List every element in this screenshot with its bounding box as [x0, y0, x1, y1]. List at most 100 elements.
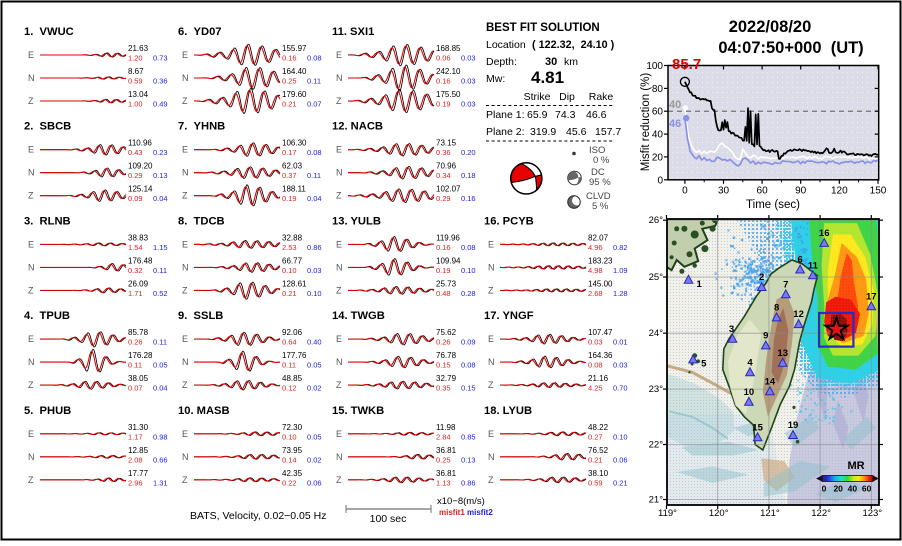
svg-text:0.23: 0.23 [153, 148, 168, 157]
svg-text:176.28: 176.28 [128, 351, 153, 360]
svg-text:0.10: 0.10 [307, 289, 322, 298]
svg-text:42.35: 42.35 [282, 469, 303, 478]
svg-text:misfit2: misfit2 [467, 508, 493, 517]
svg-text:12. NACB: 12. NACB [332, 121, 383, 133]
svg-text:48.22: 48.22 [588, 423, 609, 432]
svg-text:0.11: 0.11 [307, 77, 321, 86]
svg-text:13: 13 [777, 348, 788, 359]
svg-text:Z: Z [182, 475, 188, 485]
svg-text:1: 1 [697, 279, 703, 290]
svg-text:Misfit reduction (%): Misfit reduction (%) [640, 73, 652, 172]
svg-text:0.02: 0.02 [307, 384, 322, 393]
svg-text:107.47: 107.47 [588, 328, 613, 337]
svg-text:Depth:: Depth: [486, 56, 517, 68]
svg-text:13. YULB: 13. YULB [332, 215, 381, 227]
svg-text:76.52: 76.52 [588, 446, 609, 455]
svg-text:0.52: 0.52 [153, 289, 168, 298]
svg-text:0.27: 0.27 [588, 432, 603, 441]
svg-text:48.85: 48.85 [282, 374, 303, 383]
svg-text:6. YD07: 6. YD07 [178, 26, 222, 38]
svg-text:319.9: 319.9 [530, 126, 556, 138]
svg-text:72.30: 72.30 [282, 423, 303, 432]
svg-text:75.62: 75.62 [436, 328, 457, 337]
svg-text:121°: 121° [760, 508, 780, 519]
svg-text:7. YHNB: 7. YHNB [178, 121, 225, 133]
svg-text:N: N [336, 452, 343, 462]
svg-text:15: 15 [752, 422, 763, 433]
svg-text:E: E [182, 50, 188, 60]
svg-text:N: N [336, 168, 343, 178]
svg-text:1.17: 1.17 [128, 432, 143, 441]
svg-text:1.71: 1.71 [128, 289, 143, 298]
svg-text:2.68: 2.68 [588, 289, 603, 298]
svg-text:E: E [28, 334, 34, 344]
svg-text:73.95: 73.95 [282, 446, 303, 455]
svg-text:19: 19 [788, 420, 799, 431]
svg-text:0.11: 0.11 [153, 266, 167, 275]
svg-text:0.48: 0.48 [436, 289, 451, 298]
svg-text:Strike: Strike [524, 91, 551, 103]
svg-text:E: E [182, 145, 188, 155]
svg-text:Z: Z [182, 96, 188, 106]
svg-text:3. RLNB: 3. RLNB [24, 215, 71, 227]
svg-text:1.31: 1.31 [153, 478, 168, 487]
svg-text:Z: Z [182, 285, 188, 295]
svg-text:Z: Z [488, 475, 494, 485]
svg-text:80: 80 [652, 84, 664, 95]
svg-text:0.04: 0.04 [153, 194, 168, 203]
svg-text:0.21: 0.21 [282, 100, 297, 109]
svg-text:176.48: 176.48 [128, 256, 153, 265]
svg-text:179.60: 179.60 [282, 90, 307, 99]
svg-text:0.16: 0.16 [436, 77, 451, 86]
svg-text:109.20: 109.20 [128, 162, 153, 171]
svg-text:0.01: 0.01 [613, 338, 628, 347]
svg-text:4. TPUB: 4. TPUB [24, 310, 70, 322]
svg-text:0.32: 0.32 [128, 266, 143, 275]
svg-text:8. TDCB: 8. TDCB [178, 215, 225, 227]
svg-text:Z: Z [336, 475, 342, 485]
svg-text:0.15: 0.15 [461, 384, 476, 393]
svg-text:BEST FIT SOLUTION: BEST FIT SOLUTION [486, 22, 600, 34]
svg-text:168.85: 168.85 [436, 44, 461, 53]
svg-text:12.85: 12.85 [128, 446, 149, 455]
svg-text:0.21: 0.21 [282, 289, 297, 298]
svg-text:0.17: 0.17 [282, 148, 297, 157]
svg-text:0: 0 [682, 186, 688, 197]
svg-text:106.30: 106.30 [282, 139, 307, 148]
svg-text:N: N [182, 73, 189, 83]
svg-text:0.59: 0.59 [588, 478, 603, 487]
svg-text:N: N [28, 262, 35, 272]
svg-text:0.03: 0.03 [613, 361, 628, 370]
svg-text:17: 17 [866, 291, 877, 302]
svg-text:0.86: 0.86 [307, 243, 322, 252]
svg-text:23°: 23° [649, 384, 664, 395]
svg-text:85.78: 85.78 [128, 328, 149, 337]
svg-text:N: N [488, 357, 495, 367]
svg-text:E: E [336, 145, 342, 155]
svg-text:4.98: 4.98 [588, 266, 603, 275]
svg-text:164.36: 164.36 [588, 351, 613, 360]
svg-text:119.96: 119.96 [436, 233, 460, 242]
svg-text:0.29: 0.29 [436, 194, 451, 203]
svg-text:5. PHUB: 5. PHUB [24, 405, 71, 417]
svg-text:0: 0 [657, 175, 663, 186]
svg-text:6: 6 [797, 255, 802, 266]
svg-text:DC: DC [591, 167, 605, 178]
svg-text:0.25: 0.25 [282, 77, 297, 86]
svg-text:0.03: 0.03 [461, 100, 476, 109]
svg-text:26°: 26° [649, 215, 664, 226]
svg-text:0.26: 0.26 [436, 338, 451, 347]
svg-text:11: 11 [808, 260, 819, 271]
svg-text:E: E [336, 429, 342, 439]
svg-text:0.10: 0.10 [613, 432, 628, 441]
svg-text:0.12: 0.12 [282, 384, 297, 393]
svg-text:E: E [182, 429, 188, 439]
svg-text:0.15: 0.15 [436, 361, 451, 370]
svg-text:Rake: Rake [589, 91, 614, 103]
svg-text:0.49: 0.49 [153, 100, 168, 109]
svg-text:( 122.32, 24.10 ): ( 122.32, 24.10 ) [532, 39, 615, 51]
svg-text:38.05: 38.05 [128, 374, 149, 383]
svg-text:109.94: 109.94 [436, 256, 461, 265]
svg-text:38.83: 38.83 [128, 233, 149, 242]
svg-text:38.10: 38.10 [588, 469, 609, 478]
